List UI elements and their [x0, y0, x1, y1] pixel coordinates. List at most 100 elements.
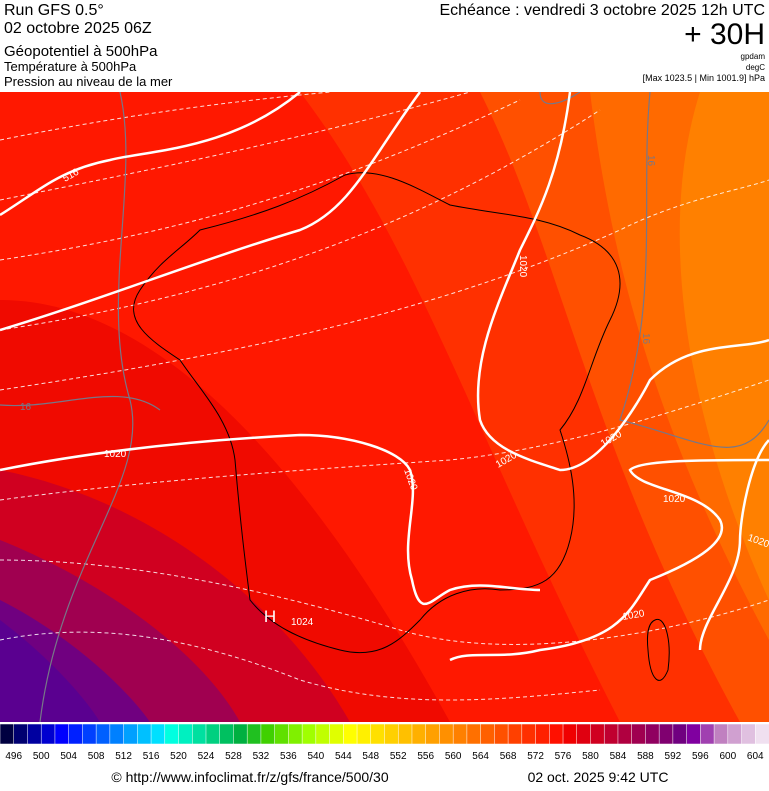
colorbar: 496 500 504 508 512 516 520 524 528 532 536 540 544 5…	[0, 723, 769, 762]
colorbar-swatch	[549, 723, 564, 745]
colorbar-label: 528	[225, 751, 242, 762]
colorbar-swatch	[700, 723, 715, 745]
colorbar-swatch	[617, 723, 633, 745]
colorbar-label: 592	[665, 751, 682, 762]
map-label: 1024	[291, 617, 314, 628]
colorbar-label: 588	[637, 751, 654, 762]
colorbar-label: 532	[253, 751, 270, 762]
colorbar-swatch	[755, 723, 769, 745]
colorbar-swatch	[192, 723, 207, 745]
colorbar-label: 500	[33, 751, 50, 762]
colorbar-swatch	[82, 723, 97, 745]
colorbar-swatch	[672, 723, 688, 745]
colorbar-swatch	[494, 723, 509, 745]
colorbar-swatch	[686, 723, 701, 745]
colorbar-swatch	[741, 723, 756, 745]
colorbar-swatch	[205, 723, 221, 745]
colorbar-swatch	[178, 723, 193, 745]
colorbar-label: 508	[88, 751, 105, 762]
colorbar-swatch	[329, 723, 344, 745]
colorbar-label: 596	[692, 751, 709, 762]
colorbar-swatch	[535, 723, 550, 745]
colorbar-swatch	[288, 723, 303, 745]
colorbar-swatch	[658, 723, 674, 745]
colorbar-swatch	[507, 723, 523, 745]
colorbar-swatch	[645, 723, 660, 745]
colorbar-swatch	[137, 723, 152, 745]
lead-time: + 30H	[684, 18, 765, 51]
colorbar-swatch	[301, 723, 317, 745]
map-label: 1020	[104, 449, 127, 460]
timestamp: 02 oct. 2025 9:42 UTC	[528, 769, 669, 785]
range: [Max 1023.5 | Min 1001.9] hPa	[643, 73, 765, 83]
run-date: 02 octobre 2025 06Z	[4, 20, 152, 37]
colorbar-swatch	[13, 723, 29, 745]
colorbar-swatch	[727, 723, 743, 745]
colorbar-label: 516	[143, 751, 160, 762]
colorbar-swatch	[123, 723, 138, 745]
colorbar-swatch	[521, 723, 537, 745]
field: Pression au niveau de la mer	[4, 74, 173, 89]
colorbar-swatch	[576, 723, 592, 745]
colorbar-swatch	[384, 723, 399, 745]
colorbar-label: 520	[170, 751, 187, 762]
colorbar-swatch	[164, 723, 180, 745]
map-label: 1020	[622, 608, 646, 623]
field: Géopotentiel à 500hPa	[4, 43, 158, 60]
colorbar-swatch	[590, 723, 605, 745]
map	[0, 92, 769, 722]
colorbar-label: 524	[198, 751, 215, 762]
colorbar-swatch	[370, 723, 386, 745]
colorbar-swatch	[343, 723, 358, 745]
map-label: 16	[20, 402, 32, 413]
colorbar-swatch	[274, 723, 289, 745]
colorbar-swatch	[246, 723, 262, 745]
field: Température à 500hPa	[4, 59, 137, 74]
colorbar-label: 544	[335, 751, 352, 762]
colorbar-swatch	[109, 723, 125, 745]
colorbar-label: 584	[610, 751, 627, 762]
colorbar-swatch	[397, 723, 413, 745]
map-label: H	[264, 607, 276, 626]
colorbar-swatch	[631, 723, 646, 745]
colorbar-swatch	[54, 723, 70, 745]
colorbar-label: 580	[582, 751, 599, 762]
colorbar-swatch	[68, 723, 83, 745]
colorbar-label: 536	[280, 751, 297, 762]
colorbar-swatch	[356, 723, 372, 745]
colorbar-label: 512	[115, 751, 132, 762]
unit: degC	[746, 63, 765, 72]
colorbar-swatch	[713, 723, 729, 745]
colorbar-swatch	[466, 723, 482, 745]
colorbar-swatch	[0, 723, 15, 745]
map-label: 16	[640, 333, 651, 345]
colorbar-swatch	[480, 723, 495, 745]
colorbar-label: 496	[5, 751, 22, 762]
colorbar-swatch	[40, 723, 56, 745]
colorbar-swatch	[315, 723, 331, 745]
colorbar-label: 568	[500, 751, 517, 762]
colorbar-swatch	[260, 723, 276, 745]
colorbar-swatch	[452, 723, 468, 745]
run: Run GFS 0.5°	[4, 2, 104, 19]
map-label: 1020	[517, 255, 528, 278]
colorbar-swatch	[425, 723, 440, 745]
colorbar-swatch	[562, 723, 578, 745]
colorbar-swatch	[439, 723, 454, 745]
colorbar-label: 548	[362, 751, 379, 762]
colorbar-swatch	[95, 723, 111, 745]
colorbar-label: 540	[307, 751, 324, 762]
colorbar-label: 556	[417, 751, 434, 762]
colorbar-label: 572	[527, 751, 544, 762]
colorbar-label: 576	[555, 751, 572, 762]
colorbar-swatch	[150, 723, 166, 745]
colorbar-swatch	[27, 723, 42, 745]
colorbar-swatch	[233, 723, 248, 745]
colorbar-label: 560	[445, 751, 462, 762]
map-label: 1020	[663, 494, 686, 505]
colorbar-swatch	[411, 723, 427, 745]
map-label: 16	[645, 155, 656, 167]
unit: gpdam	[741, 52, 766, 61]
